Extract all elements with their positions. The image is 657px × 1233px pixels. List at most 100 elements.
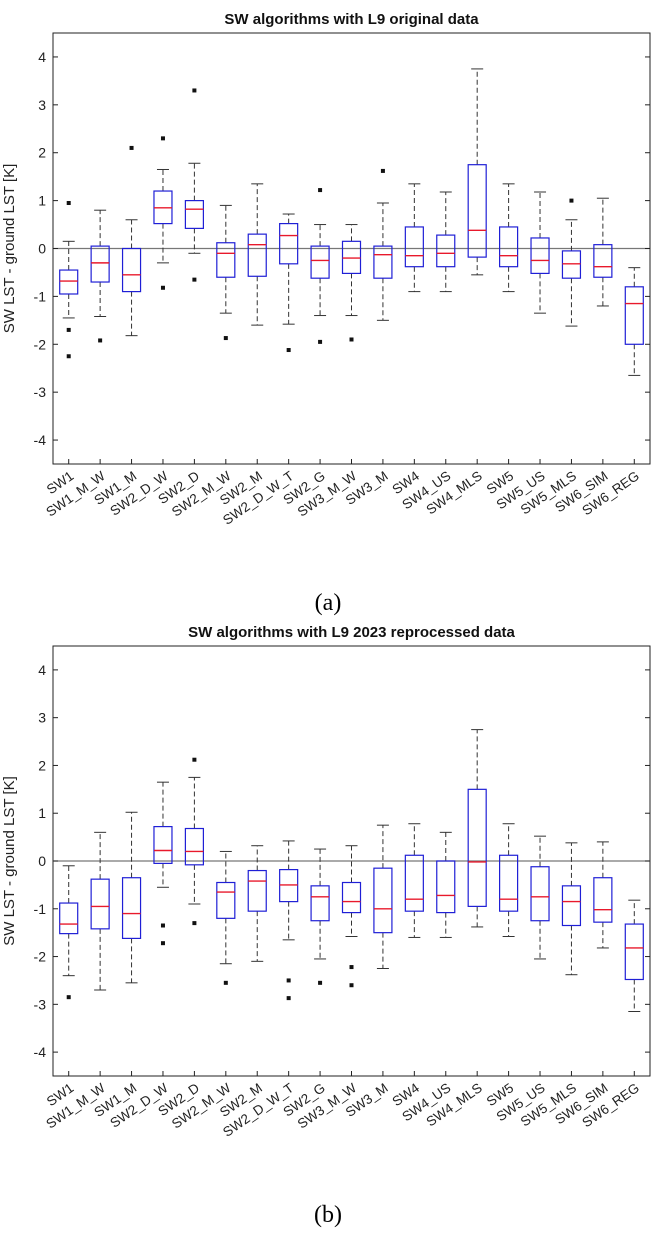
panel-caption: (b)	[314, 1202, 342, 1228]
box-plot-sw5-us: SW5_US	[494, 836, 549, 1124]
iqr-box	[500, 227, 518, 267]
chart-title: SW algorithms with L9 2023 reprocessed d…	[188, 624, 515, 641]
y-tick-label: -2	[34, 949, 47, 965]
outlier-point	[192, 921, 196, 925]
iqr-box	[468, 789, 486, 906]
outlier-point	[224, 981, 228, 985]
outlier-point	[161, 924, 165, 928]
outlier-point	[569, 199, 573, 203]
box-plot-sw4-mls: SW4_MLS	[423, 730, 486, 1130]
y-tick-label: -1	[34, 901, 47, 917]
iqr-box	[405, 227, 423, 267]
outlier-point	[161, 286, 165, 290]
box-plot-sw6-sim: SW6_SIM	[552, 198, 612, 515]
iqr-box	[185, 829, 203, 865]
y-tick-label: -4	[34, 432, 47, 448]
box-plot-sw2-d: SW2_D	[155, 758, 203, 1119]
outlier-point	[67, 995, 71, 999]
y-axis-label: SW LST - ground LST [K]	[1, 164, 18, 334]
outlier-point	[287, 996, 291, 1000]
iqr-box	[154, 827, 172, 864]
outlier-point	[350, 983, 354, 987]
outlier-point	[350, 965, 354, 969]
y-tick-label: 3	[38, 710, 46, 726]
iqr-box	[248, 871, 266, 912]
iqr-box	[625, 924, 643, 979]
iqr-box	[374, 868, 392, 933]
y-tick-label: 2	[38, 757, 46, 773]
y-tick-label: 4	[38, 662, 46, 678]
outlier-point	[318, 188, 322, 192]
y-tick-label: 1	[38, 805, 46, 821]
iqr-box	[311, 886, 329, 921]
box-plot-sw1-m: SW1_M	[91, 812, 140, 1120]
outlier-point	[224, 336, 228, 340]
box-plot-sw2-g: SW2_G	[280, 849, 329, 1120]
panel-caption: (a)	[315, 590, 342, 616]
iqr-box	[562, 251, 580, 278]
iqr-box	[280, 224, 298, 264]
iqr-box	[500, 855, 518, 911]
outlier-point	[67, 201, 71, 205]
iqr-box	[531, 238, 549, 273]
chart-title: SW algorithms with L9 original data	[224, 11, 479, 28]
box-plot-sw2-d-w: SW2_D_W	[107, 782, 172, 1131]
outlier-point	[192, 278, 196, 282]
iqr-box	[123, 249, 141, 292]
y-tick-label: 3	[38, 97, 46, 113]
box-plot-sw4-us: SW4_US	[399, 832, 454, 1124]
outlier-point	[98, 338, 102, 342]
y-tick-label: -1	[34, 288, 47, 304]
outlier-point	[67, 328, 71, 332]
y-tick-label: 1	[38, 193, 46, 209]
y-tick-label: -3	[34, 996, 47, 1012]
iqr-box	[91, 246, 109, 282]
iqr-box	[217, 883, 235, 919]
iqr-box	[437, 861, 455, 913]
outlier-point	[318, 340, 322, 344]
iqr-box	[625, 287, 643, 344]
box-plot-sw1-m: SW1_M	[91, 146, 140, 508]
box-plot-sw6-sim: SW6_SIM	[552, 842, 612, 1127]
box-plot-sw2-d-w: SW2_D_W	[107, 136, 172, 518]
iqr-box	[123, 878, 141, 939]
iqr-box	[248, 234, 266, 276]
outlier-point	[318, 981, 322, 985]
box-plot-sw4: SW4	[389, 824, 423, 1110]
iqr-box	[531, 867, 549, 921]
iqr-box	[562, 886, 580, 926]
outlier-point	[161, 941, 165, 945]
outlier-point	[192, 758, 196, 762]
iqr-box	[468, 165, 486, 257]
iqr-box	[594, 245, 612, 278]
box-plot-sw3-m-w: SW3_M_W	[295, 225, 361, 520]
y-tick-label: -3	[34, 384, 47, 400]
outlier-point	[350, 337, 354, 341]
iqr-box	[60, 270, 78, 294]
iqr-box	[60, 903, 78, 934]
iqr-box	[437, 235, 455, 267]
box-plot-sw1: SW1	[44, 201, 78, 497]
iqr-box	[343, 241, 361, 273]
outlier-point	[67, 354, 71, 358]
box-plot-sw2-m: SW2_M	[217, 184, 266, 508]
iqr-box	[594, 878, 612, 922]
box-plot-sw2-m-w: SW2_M_W	[169, 205, 235, 519]
outlier-point	[287, 348, 291, 352]
iqr-box	[91, 879, 109, 929]
y-tick-label: 4	[38, 49, 46, 65]
outlier-point	[161, 136, 165, 140]
iqr-box	[280, 870, 298, 902]
iqr-box	[374, 246, 392, 278]
y-tick-label: 0	[38, 853, 46, 869]
box-plot-sw1: SW1	[44, 866, 78, 1109]
iqr-box	[311, 246, 329, 278]
outlier-point	[192, 88, 196, 92]
iqr-box	[185, 201, 203, 229]
box-plot-sw2-d: SW2_D	[155, 88, 203, 507]
chart-panel-b: SW algorithms with L9 2023 reprocessed d…	[1, 624, 650, 1228]
iqr-box	[343, 883, 361, 913]
outlier-point	[130, 146, 134, 150]
box-plot-sw4-mls: SW4_MLS	[423, 69, 486, 518]
